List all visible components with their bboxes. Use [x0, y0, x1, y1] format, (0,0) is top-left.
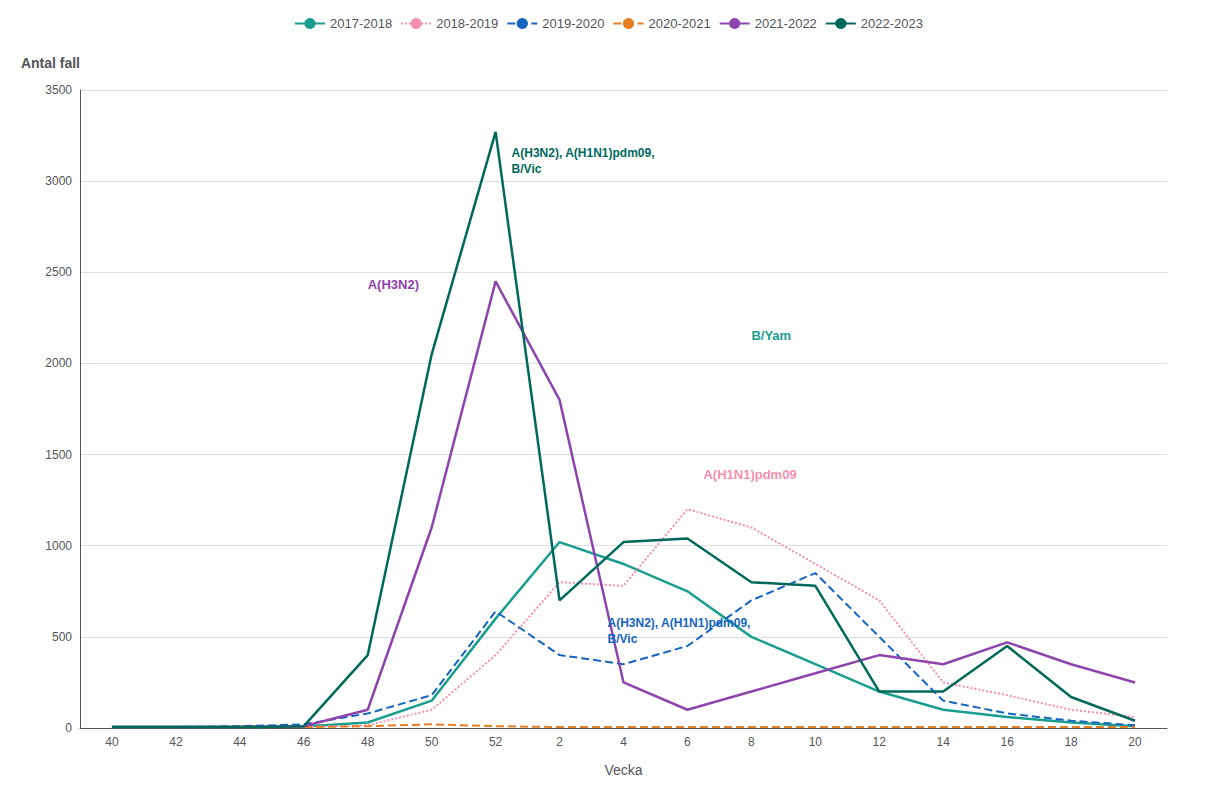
svg-text:1000: 1000: [45, 539, 72, 553]
svg-text:B/Yam: B/Yam: [751, 328, 791, 343]
svg-text:0: 0: [65, 721, 72, 735]
svg-text:2021-2022: 2021-2022: [755, 16, 817, 31]
svg-text:20: 20: [1128, 735, 1142, 749]
svg-text:2017-2018: 2017-2018: [330, 16, 392, 31]
svg-text:3500: 3500: [45, 83, 72, 97]
svg-text:2020-2021: 2020-2021: [649, 16, 711, 31]
svg-text:4: 4: [620, 735, 627, 749]
svg-text:500: 500: [52, 630, 72, 644]
svg-text:14: 14: [937, 735, 951, 749]
svg-text:10: 10: [809, 735, 823, 749]
svg-text:12: 12: [873, 735, 887, 749]
svg-text:48: 48: [361, 735, 375, 749]
svg-text:Vecka: Vecka: [604, 762, 642, 778]
svg-text:16: 16: [1000, 735, 1014, 749]
svg-text:52: 52: [489, 735, 503, 749]
svg-text:42: 42: [169, 735, 183, 749]
svg-text:Antal fall: Antal fall: [21, 55, 80, 71]
svg-text:2018-2019: 2018-2019: [436, 16, 498, 31]
svg-text:A(H3N2), A(H1N1)pdm09,: A(H3N2), A(H1N1)pdm09,: [512, 146, 655, 160]
svg-text:B/Vic: B/Vic: [512, 162, 542, 176]
svg-text:A(H3N2): A(H3N2): [368, 277, 419, 292]
svg-text:18: 18: [1064, 735, 1078, 749]
svg-text:1500: 1500: [45, 448, 72, 462]
svg-text:2019-2020: 2019-2020: [542, 16, 604, 31]
svg-text:46: 46: [297, 735, 311, 749]
svg-text:2000: 2000: [45, 356, 72, 370]
svg-text:8: 8: [748, 735, 755, 749]
svg-text:3000: 3000: [45, 174, 72, 188]
svg-text:40: 40: [105, 735, 119, 749]
svg-text:6: 6: [684, 735, 691, 749]
svg-text:A(H1N1)pdm09: A(H1N1)pdm09: [703, 467, 796, 482]
svg-text:2500: 2500: [45, 265, 72, 279]
svg-text:B/Vic: B/Vic: [608, 632, 638, 646]
svg-text:A(H3N2), A(H1N1)pdm09,: A(H3N2), A(H1N1)pdm09,: [608, 616, 751, 630]
svg-text:2: 2: [556, 735, 563, 749]
svg-text:44: 44: [233, 735, 247, 749]
svg-text:2022-2023: 2022-2023: [861, 16, 923, 31]
svg-text:50: 50: [425, 735, 439, 749]
